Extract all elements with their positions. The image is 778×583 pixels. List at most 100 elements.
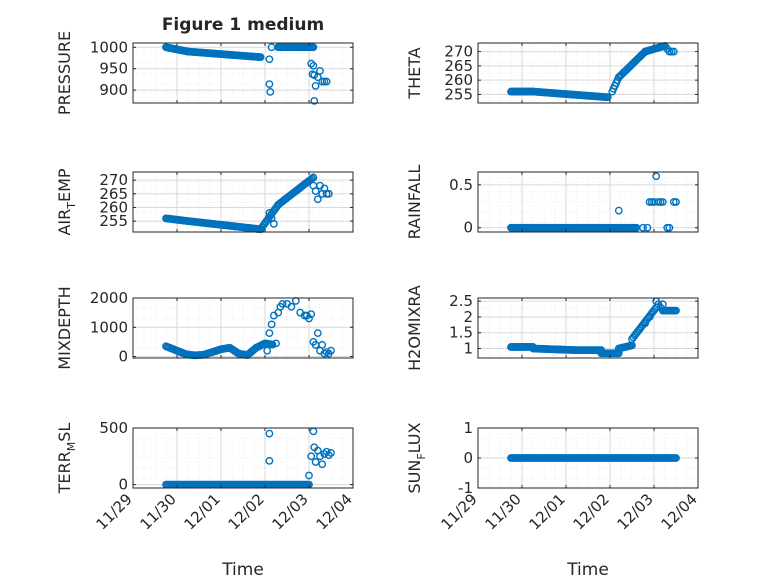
data-point bbox=[263, 346, 272, 355]
data-point bbox=[265, 55, 274, 64]
data-series bbox=[162, 43, 331, 105]
x-tick-label: 11/30 bbox=[482, 490, 525, 533]
data-series bbox=[507, 41, 678, 102]
y-tick-label: 1.5 bbox=[449, 324, 473, 342]
data-point bbox=[256, 53, 265, 62]
y-tick-label: 0 bbox=[463, 219, 473, 237]
data-point bbox=[318, 460, 327, 469]
x-tick-label: 12/01 bbox=[526, 490, 569, 533]
data-point bbox=[307, 452, 316, 461]
x-tick-label: 12/02 bbox=[225, 490, 268, 533]
data-point bbox=[313, 195, 322, 204]
data-series bbox=[507, 172, 680, 232]
axes-box bbox=[477, 42, 699, 104]
subplot-pressure: 900 950 1000 PRESSURE bbox=[55, 31, 354, 115]
y-tick-label: 1 bbox=[463, 419, 473, 437]
data-point bbox=[267, 43, 276, 52]
data-point bbox=[672, 198, 680, 206]
x-tick-label: 12/02 bbox=[570, 490, 613, 533]
x-axis-label: Time bbox=[566, 560, 609, 580]
y-tick-label: 2000 bbox=[90, 289, 128, 307]
data-point bbox=[309, 43, 318, 52]
data-point bbox=[641, 319, 650, 328]
data-point bbox=[268, 340, 277, 349]
subplot-mixdepth: 0 1000 2000 MIXDEPTH bbox=[55, 286, 354, 370]
y-tick-label: 260 bbox=[444, 71, 473, 89]
y-tick-label: 0 bbox=[118, 476, 128, 494]
data-point bbox=[316, 66, 324, 75]
y-tick-label: 1000 bbox=[90, 38, 128, 56]
x-tick-label: 12/03 bbox=[614, 490, 657, 533]
data-point bbox=[265, 329, 274, 338]
data-point bbox=[669, 47, 678, 56]
x-tick-label: 12/01 bbox=[181, 490, 224, 533]
data-point bbox=[318, 340, 327, 349]
y-axis-label: PRESSURE bbox=[55, 31, 74, 115]
data-point bbox=[311, 81, 320, 90]
y-axis-label: SUNFLUX bbox=[405, 422, 428, 493]
data-point bbox=[272, 339, 280, 348]
data-point bbox=[614, 206, 623, 215]
data-point bbox=[313, 73, 322, 82]
data-point bbox=[265, 429, 274, 438]
data-point bbox=[287, 302, 296, 311]
data-point bbox=[267, 320, 276, 329]
y-tick-label: 270 bbox=[444, 43, 473, 61]
y-axis-label: MIXDEPTH bbox=[55, 286, 74, 369]
y-axis-label: AIRTEMP bbox=[55, 168, 78, 235]
data-point bbox=[310, 96, 319, 105]
data-point bbox=[309, 61, 318, 70]
y-tick-label: 265 bbox=[444, 57, 473, 75]
y-axis-label: TERRMSL bbox=[55, 423, 78, 495]
data-point bbox=[639, 223, 647, 232]
subplot-h2omixra: 11.522.5 H2OMIXRA bbox=[405, 285, 699, 371]
data-point bbox=[324, 189, 333, 198]
data-point bbox=[265, 456, 274, 465]
y-tick-label: 270 bbox=[99, 171, 128, 189]
data-point bbox=[665, 223, 674, 232]
y-tick-label: 255 bbox=[444, 85, 473, 103]
y-axis-label: H2OMIXRA bbox=[405, 285, 424, 371]
data-point bbox=[313, 329, 322, 338]
y-tick-label: 0 bbox=[118, 348, 128, 366]
subplot-rainfall: 0 0.5 RAINFALL bbox=[405, 165, 699, 240]
y-tick-label: 1 bbox=[463, 340, 473, 358]
data-series bbox=[507, 454, 680, 462]
axes-box bbox=[477, 171, 699, 233]
data-point bbox=[672, 306, 680, 315]
data-point bbox=[316, 452, 324, 461]
data-point bbox=[603, 93, 612, 102]
data-point bbox=[278, 299, 287, 308]
y-axis-label: THETA bbox=[405, 47, 424, 99]
y-tick-label: -1 bbox=[458, 479, 473, 497]
data-point bbox=[307, 310, 316, 318]
data-point bbox=[307, 59, 316, 68]
y-axis-label: RAINFALL bbox=[405, 165, 424, 240]
data-point bbox=[645, 313, 654, 321]
y-tick-label: 2 bbox=[463, 308, 473, 326]
axes-box bbox=[132, 42, 354, 104]
data-point bbox=[266, 87, 275, 96]
axes-box bbox=[132, 297, 354, 359]
data-point bbox=[311, 458, 320, 466]
data-point bbox=[324, 451, 333, 460]
data-point bbox=[643, 223, 652, 232]
x-tick-label: 11/30 bbox=[137, 490, 180, 533]
axes-box bbox=[132, 171, 354, 233]
x-axis-label: Time bbox=[221, 560, 264, 580]
data-point bbox=[658, 198, 667, 206]
chart-title: Figure 1 medium bbox=[162, 15, 324, 35]
y-tick-label: 260 bbox=[99, 198, 128, 216]
x-tick-label: 12/03 bbox=[269, 490, 312, 533]
subplot-terr-msl: 0 500 TERRMSL 11/29 11/30 12/01 12/02 12/03 12/0… bbox=[55, 419, 356, 580]
data-point bbox=[672, 454, 680, 462]
data-point bbox=[308, 174, 316, 183]
data-point bbox=[327, 449, 335, 457]
data-point bbox=[269, 219, 278, 228]
data-point bbox=[322, 77, 331, 86]
data-point bbox=[311, 187, 320, 195]
